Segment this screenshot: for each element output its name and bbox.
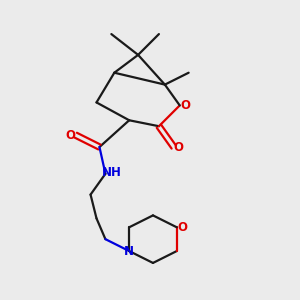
Text: O: O — [65, 129, 75, 142]
Text: N: N — [124, 244, 134, 258]
Text: NH: NH — [102, 166, 122, 179]
Text: O: O — [180, 99, 190, 112]
Text: O: O — [173, 140, 183, 154]
Text: O: O — [177, 221, 187, 234]
